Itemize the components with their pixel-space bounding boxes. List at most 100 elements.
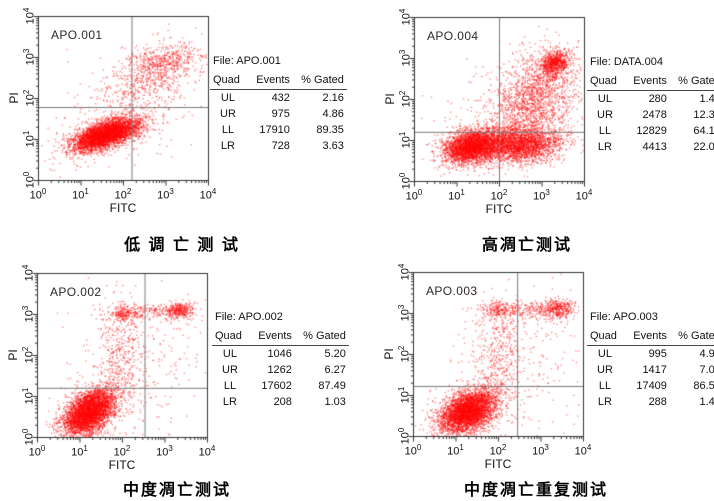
table-row: LR 288 1.43 — [587, 394, 714, 410]
x-tick-label: 100 — [29, 187, 47, 202]
col-quad: Quad — [587, 330, 620, 346]
events-cell: 280 — [648, 93, 667, 105]
x-tick-label: 103 — [156, 444, 173, 459]
gated-cell: 4.86 — [322, 108, 344, 120]
x-tick-label: 102 — [489, 443, 507, 458]
events-cell: 995 — [648, 348, 667, 360]
stats-header-row: Quad Events % Gated — [210, 74, 347, 90]
x-axis-label: FITC — [484, 457, 512, 471]
x-tick-label: 101 — [447, 443, 464, 458]
events-cell: 975 — [271, 108, 290, 120]
plot-title: APO.002 — [50, 285, 102, 299]
table-row: UR 2478 12.39 — [587, 107, 714, 123]
quad-stats-table: Quad Events % Gated UL 432 2.16 UR 975 4.86 … — [210, 74, 347, 154]
events-cell: 1262 — [267, 364, 292, 376]
quad-cell: LL — [223, 380, 237, 392]
gated-cell: 7.05 — [699, 364, 714, 376]
quad-cell: UL — [597, 348, 612, 360]
x-axis-label: FITC — [108, 458, 136, 472]
col-quad: Quad — [587, 75, 620, 91]
x-tick-label: 102 — [113, 444, 131, 459]
quad-cell: LR — [222, 396, 237, 408]
file-label: File: APO.002 — [215, 311, 283, 323]
stats-header-row: Quad Events % Gated — [587, 75, 714, 91]
gated-cell: 4.95 — [699, 348, 714, 360]
quad-cell: UR — [222, 364, 238, 376]
table-row: UL 995 4.95 — [587, 346, 714, 363]
events-cell: 17602 — [261, 380, 292, 392]
plot-caption: 低 调 亡 测 试 — [124, 237, 240, 254]
quad-stats-table: Quad Events % Gated UL 1046 5.20 UR 1262 6.2… — [212, 330, 349, 410]
table-row: LR 208 1.03 — [212, 394, 349, 410]
table-row: LR 728 3.63 — [210, 138, 347, 154]
col-events: Events — [619, 75, 670, 91]
table-row: LR 4413 22.07 — [587, 139, 714, 155]
events-cell: 12829 — [636, 125, 667, 137]
x-tick-label: 103 — [157, 187, 174, 202]
table-row: UR 1262 6.27 — [212, 362, 349, 378]
y-tick-label: 100 — [397, 427, 412, 445]
table-row: UR 975 4.86 — [210, 106, 347, 122]
col-gated: % Gated — [669, 330, 714, 346]
file-label: File: APO.003 — [590, 311, 658, 323]
quad-cell: LL — [221, 124, 235, 136]
x-tick-label: 102 — [114, 187, 132, 202]
quad-cell: LL — [598, 380, 612, 392]
stats-header-row: Quad Events % Gated — [587, 330, 714, 346]
events-cell: 2478 — [642, 109, 667, 121]
y-tick-label: 102 — [397, 345, 412, 363]
gated-cell: 3.63 — [322, 140, 344, 152]
plot-caption: 高凋亡测试 — [481, 237, 572, 254]
y-tick-label: 104 — [397, 263, 412, 281]
quad-cell: UR — [220, 108, 236, 120]
gated-cell: 6.27 — [324, 364, 346, 376]
gated-cell: 64.14 — [693, 125, 714, 137]
gated-cell: 89.35 — [316, 124, 344, 136]
col-gated: % Gated — [292, 74, 347, 90]
plot-title: APO.004 — [427, 29, 479, 43]
x-tick-label: 102 — [490, 188, 508, 203]
events-cell: 432 — [271, 92, 290, 104]
events-cell: 288 — [648, 396, 667, 408]
scatter-plot-canvas-apo002 — [31, 272, 209, 444]
x-tick-label: 104 — [575, 188, 593, 203]
file-label: File: APO.001 — [213, 55, 281, 67]
scatter-plot-canvas-apo004 — [408, 16, 586, 188]
x-axis-label: FITC — [109, 201, 137, 215]
x-tick-label: 101 — [72, 187, 89, 202]
table-row: LL 17910 89.35 — [210, 122, 347, 138]
table-row: UR 1417 7.05 — [587, 362, 714, 378]
x-tick-label: 100 — [28, 444, 46, 459]
col-events: Events — [242, 74, 293, 90]
gated-cell: 86.57 — [693, 380, 714, 392]
gated-cell: 1.40 — [699, 93, 714, 105]
col-events: Events — [619, 330, 670, 346]
x-tick-label: 100 — [405, 188, 423, 203]
x-axis-label: FITC — [485, 202, 513, 216]
quad-cell: UL — [597, 93, 612, 105]
quad-cell: LR — [220, 140, 235, 152]
plot-title: APO.001 — [51, 28, 103, 42]
events-cell: 17910 — [259, 124, 290, 136]
col-quad: Quad — [210, 74, 243, 90]
scatter-plot-canvas-apo001 — [32, 15, 210, 187]
plot-caption: 中度凋亡重复测试 — [463, 482, 608, 499]
events-cell: 1417 — [642, 364, 667, 376]
x-tick-label: 104 — [198, 444, 216, 459]
gated-cell: 22.07 — [693, 141, 714, 153]
quad-cell: LR — [597, 396, 612, 408]
x-tick-label: 103 — [532, 443, 549, 458]
events-cell: 208 — [273, 396, 292, 408]
x-tick-label: 100 — [404, 443, 422, 458]
events-cell: 17409 — [636, 380, 667, 392]
col-gated: % Gated — [294, 330, 349, 346]
plot-caption: 中度凋亡测试 — [122, 482, 231, 499]
quad-stats-table: Quad Events % Gated UL 280 1.40 UR 2478 12.3… — [587, 75, 714, 155]
x-tick-label: 101 — [71, 444, 88, 459]
table-row: UL 432 2.16 — [210, 90, 347, 107]
col-events: Events — [244, 330, 295, 346]
quad-stats-table: Quad Events % Gated UL 995 4.95 UR 1417 7.05… — [587, 330, 714, 410]
table-row: LL 12829 64.14 — [587, 123, 714, 139]
